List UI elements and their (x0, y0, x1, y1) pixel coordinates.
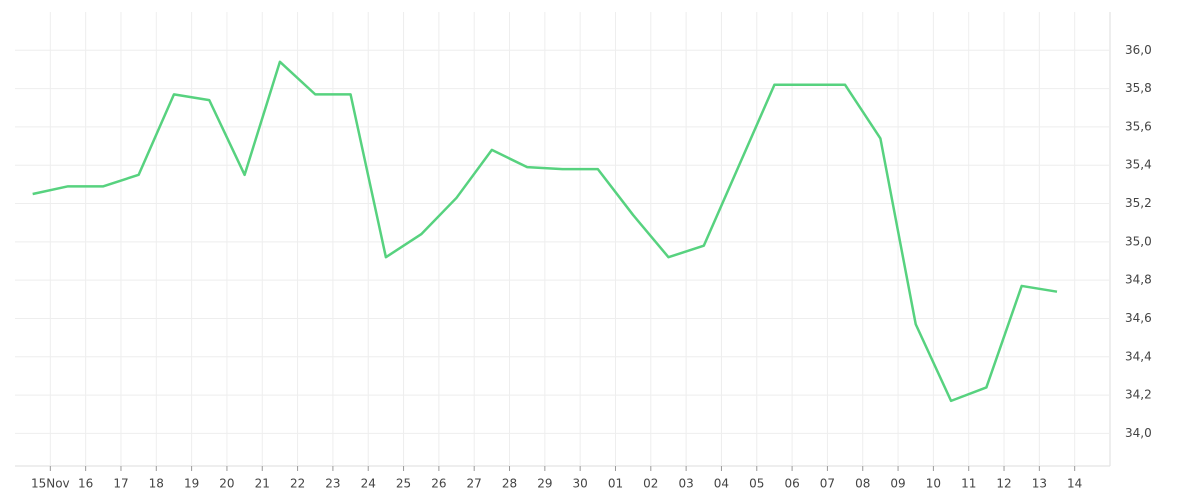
x-tick-label: 28 (502, 477, 517, 491)
x-tick-label: 30 (573, 477, 588, 491)
y-tick-label: 36,0 (1125, 43, 1152, 57)
x-tick-label: 24 (361, 477, 376, 491)
y-tick-label: 34,0 (1125, 426, 1152, 440)
x-tick-label: 18 (149, 477, 164, 491)
x-tick-label: 10 (926, 477, 941, 491)
x-tick-label: 09 (890, 477, 905, 491)
y-tick-label: 35,4 (1125, 158, 1152, 172)
x-tick-label: 14 (1067, 477, 1082, 491)
x-tick-label: 22 (290, 477, 305, 491)
x-tick-label: 04 (714, 477, 729, 491)
y-tick-label: 35,0 (1125, 234, 1152, 248)
y-tick-label: 35,6 (1125, 119, 1152, 133)
x-tick-label: 12 (996, 477, 1011, 491)
x-tick-label: 01 (608, 477, 623, 491)
line-series (32, 60, 1058, 403)
x-tick-label: 07 (820, 477, 835, 491)
y-tick-label: 34,4 (1125, 349, 1152, 363)
x-tick-label: 03 (678, 477, 693, 491)
x-tick-label: 16 (78, 477, 93, 491)
x-tick-label: 06 (784, 477, 799, 491)
x-tick-label: 11 (961, 477, 976, 491)
x-tick-label: 29 (537, 477, 552, 491)
x-tick-label: 08 (855, 477, 870, 491)
y-tick-label: 35,2 (1125, 196, 1152, 210)
x-tick-label: 19 (184, 477, 199, 491)
x-tick-label: 20 (219, 477, 234, 491)
x-tick-label: 25 (396, 477, 411, 491)
x-tick-label: 26 (431, 477, 446, 491)
x-tick-label: 05 (749, 477, 764, 491)
x-tick-label: 21 (255, 477, 270, 491)
y-tick-label: 34,6 (1125, 311, 1152, 325)
x-tick-label: 02 (643, 477, 658, 491)
x-tick-label: 27 (467, 477, 482, 491)
y-tick-label: 35,8 (1125, 81, 1152, 95)
x-tick-label: 17 (113, 477, 128, 491)
x-tick-label: 13 (1032, 477, 1047, 491)
x-tick-label: 15Nov (31, 477, 70, 491)
y-tick-label: 34,8 (1125, 273, 1152, 287)
y-tick-label: 34,2 (1125, 388, 1152, 402)
x-tick-label: 23 (325, 477, 340, 491)
